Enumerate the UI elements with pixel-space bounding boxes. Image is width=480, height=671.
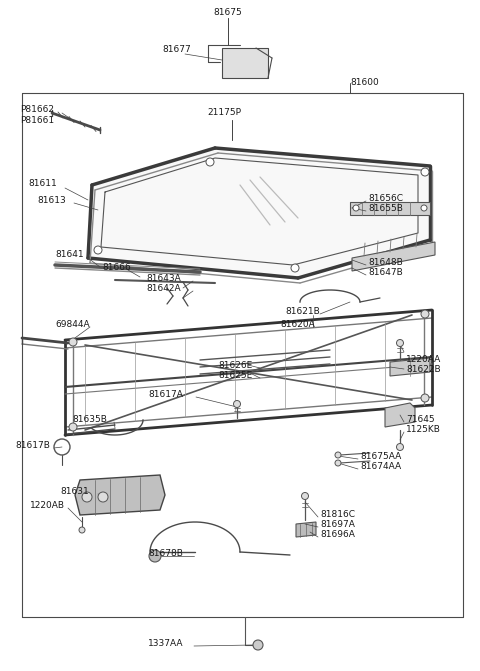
Text: 81625E: 81625E xyxy=(218,371,252,380)
Text: 21175P: 21175P xyxy=(207,108,241,117)
Text: 81674AA: 81674AA xyxy=(360,462,401,471)
Circle shape xyxy=(396,444,404,450)
Text: 81647B: 81647B xyxy=(368,268,403,277)
Polygon shape xyxy=(352,242,435,271)
Text: 69844A: 69844A xyxy=(55,320,90,329)
Circle shape xyxy=(396,340,404,346)
Text: 81666: 81666 xyxy=(102,263,131,272)
Circle shape xyxy=(421,310,429,318)
Text: 81621B: 81621B xyxy=(285,307,320,316)
Circle shape xyxy=(79,527,85,533)
Text: 71645: 71645 xyxy=(406,415,434,424)
Circle shape xyxy=(69,338,77,346)
Text: 81643A: 81643A xyxy=(146,274,181,283)
Text: 81816C: 81816C xyxy=(320,510,355,519)
Text: 81617B: 81617B xyxy=(15,441,50,450)
Text: 81675AA: 81675AA xyxy=(360,452,401,461)
Circle shape xyxy=(94,246,102,254)
Text: 81641: 81641 xyxy=(55,250,84,259)
Text: 81613: 81613 xyxy=(37,196,66,205)
Circle shape xyxy=(421,168,429,176)
Circle shape xyxy=(301,493,309,499)
Polygon shape xyxy=(88,148,430,278)
Circle shape xyxy=(82,492,92,502)
Text: 81642A: 81642A xyxy=(146,284,180,293)
Text: 81678B: 81678B xyxy=(148,549,183,558)
Text: P81661: P81661 xyxy=(20,116,54,125)
Text: 81677: 81677 xyxy=(163,45,192,54)
Circle shape xyxy=(253,640,263,650)
Polygon shape xyxy=(75,475,165,515)
Text: 1220AA: 1220AA xyxy=(406,355,441,364)
Text: 81620A: 81620A xyxy=(280,320,315,329)
Text: 81697A: 81697A xyxy=(320,520,355,529)
Text: 81617A: 81617A xyxy=(148,390,183,399)
Polygon shape xyxy=(385,403,415,427)
Circle shape xyxy=(421,394,429,402)
Text: 81611: 81611 xyxy=(28,179,57,188)
Circle shape xyxy=(233,401,240,407)
Polygon shape xyxy=(296,522,316,537)
Text: 81631: 81631 xyxy=(60,487,89,496)
Text: 81635B: 81635B xyxy=(72,415,107,424)
Text: 1125KB: 1125KB xyxy=(406,425,441,434)
Circle shape xyxy=(206,158,214,166)
Circle shape xyxy=(421,205,427,211)
Circle shape xyxy=(69,423,77,431)
Polygon shape xyxy=(222,48,268,78)
Circle shape xyxy=(149,550,161,562)
Text: P81662: P81662 xyxy=(20,105,54,114)
Text: 81600: 81600 xyxy=(350,78,379,87)
Polygon shape xyxy=(350,202,430,215)
Text: 81648B: 81648B xyxy=(368,258,403,267)
Text: 81656C: 81656C xyxy=(368,194,403,203)
Circle shape xyxy=(335,452,341,458)
Text: 81675: 81675 xyxy=(214,8,242,17)
Text: 81622B: 81622B xyxy=(406,365,441,374)
Text: 81655B: 81655B xyxy=(368,204,403,213)
Text: 1337AA: 1337AA xyxy=(148,639,183,648)
Circle shape xyxy=(353,205,359,211)
Text: 1220AB: 1220AB xyxy=(30,501,65,510)
Text: 81626E: 81626E xyxy=(218,361,252,370)
Circle shape xyxy=(98,492,108,502)
Circle shape xyxy=(291,264,299,272)
Text: 81696A: 81696A xyxy=(320,530,355,539)
Polygon shape xyxy=(390,358,430,376)
Circle shape xyxy=(335,460,341,466)
